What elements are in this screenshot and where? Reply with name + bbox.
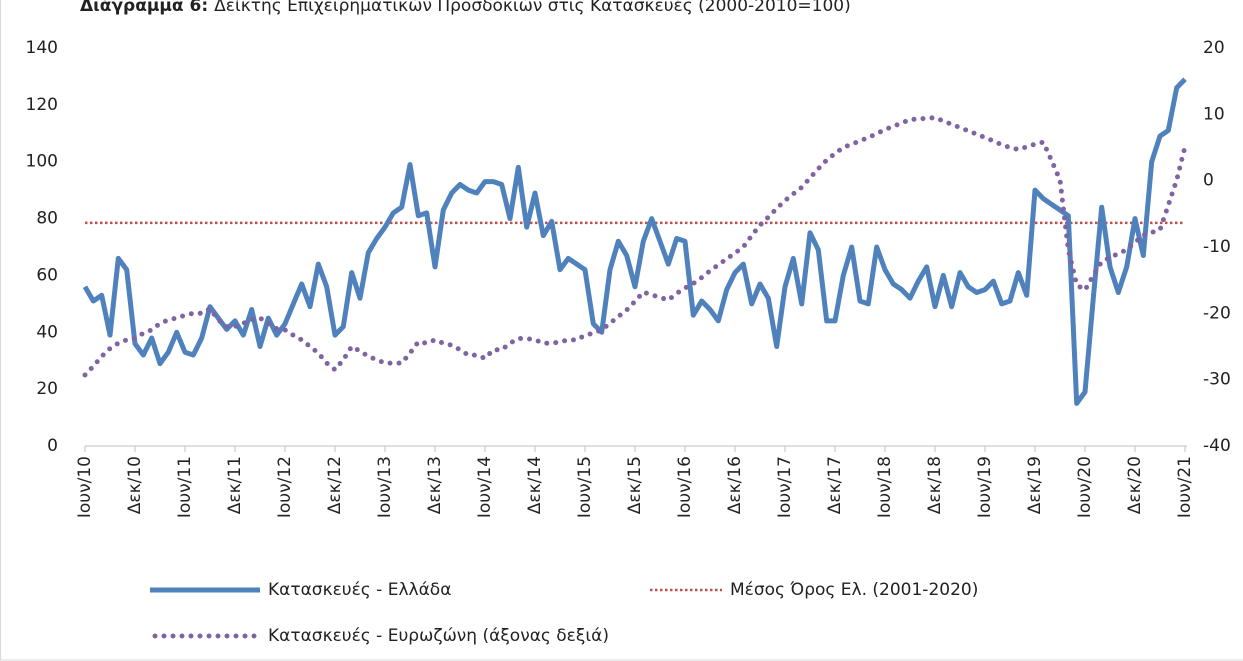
x-tick-label: Δεκ/13 <box>425 456 445 514</box>
x-tick-label: Δεκ/17 <box>825 456 845 514</box>
y2-tick-label: 10 <box>1203 104 1225 124</box>
x-tick-label: Ιουν/18 <box>875 456 895 518</box>
legend-label: Μέσος Όρος Ελ. (2001-2020) <box>730 580 978 600</box>
x-tick-label: Δεκ/15 <box>625 456 645 514</box>
y-tick-label: 120 <box>26 95 58 115</box>
y2-tick-label: 20 <box>1203 38 1225 58</box>
x-tick-label: Δεκ/20 <box>1125 456 1145 514</box>
x-tick-label: Ιουν/12 <box>275 456 295 518</box>
y-tick-label: 100 <box>26 152 58 172</box>
y2-tick-label: -40 <box>1203 436 1231 456</box>
x-tick-label: Δεκ/11 <box>225 456 245 514</box>
x-tick-label: Ιουν/11 <box>175 456 195 518</box>
y2-tick-label: -30 <box>1203 370 1231 390</box>
x-tick-label: Ιουν/17 <box>775 456 795 518</box>
x-tick-label: Ιουν/14 <box>475 456 495 518</box>
y2-tick-label: -10 <box>1203 237 1231 257</box>
series-line <box>82 115 1188 378</box>
y-tick-label: 0 <box>47 436 58 456</box>
title-label: Διάγραμμα 6: <box>80 0 208 16</box>
y-tick-label: 80 <box>36 209 58 229</box>
x-tick-label: Δεκ/16 <box>725 456 745 514</box>
y-tick-label: 20 <box>36 379 58 399</box>
x-tick-label: Δεκ/14 <box>525 456 545 514</box>
y-tick-label: 60 <box>36 265 58 285</box>
x-tick-label: Ιουν/19 <box>975 456 995 518</box>
legend-label: Κατασκευές - Ελλάδα <box>268 580 451 600</box>
x-tick-label: Ιουν/15 <box>575 456 595 518</box>
y-tick-label: 140 <box>26 38 58 58</box>
y2-tick-label: -20 <box>1203 303 1231 323</box>
x-tick-label: Ιουν/10 <box>75 456 95 518</box>
x-tick-label: Δεκ/10 <box>125 456 145 514</box>
legend-label: Κατασκευές - Ευρωζώνη (άξονας δεξιά) <box>268 626 609 646</box>
x-tick-label: Ιουν/13 <box>375 456 395 518</box>
x-tick-label: Δεκ/19 <box>1025 456 1045 514</box>
chart-title: Διάγραμμα 6: Δείκτης Επιχειρηματικών Προσ… <box>80 0 851 16</box>
x-tick-label: Ιουν/16 <box>675 456 695 518</box>
x-tick-label: Ιουν/20 <box>1075 456 1095 518</box>
x-tick-label: Δεκ/18 <box>925 456 945 514</box>
y2-tick-label: 0 <box>1203 171 1214 191</box>
title-text: Δείκτης Επιχειρηματικών Προσδοκιών στις … <box>214 0 851 16</box>
x-tick-label: Ιουν/21 <box>1175 456 1195 518</box>
series-line <box>82 77 1187 406</box>
x-tick-label: Δεκ/12 <box>325 456 345 514</box>
y-tick-label: 40 <box>36 322 58 342</box>
